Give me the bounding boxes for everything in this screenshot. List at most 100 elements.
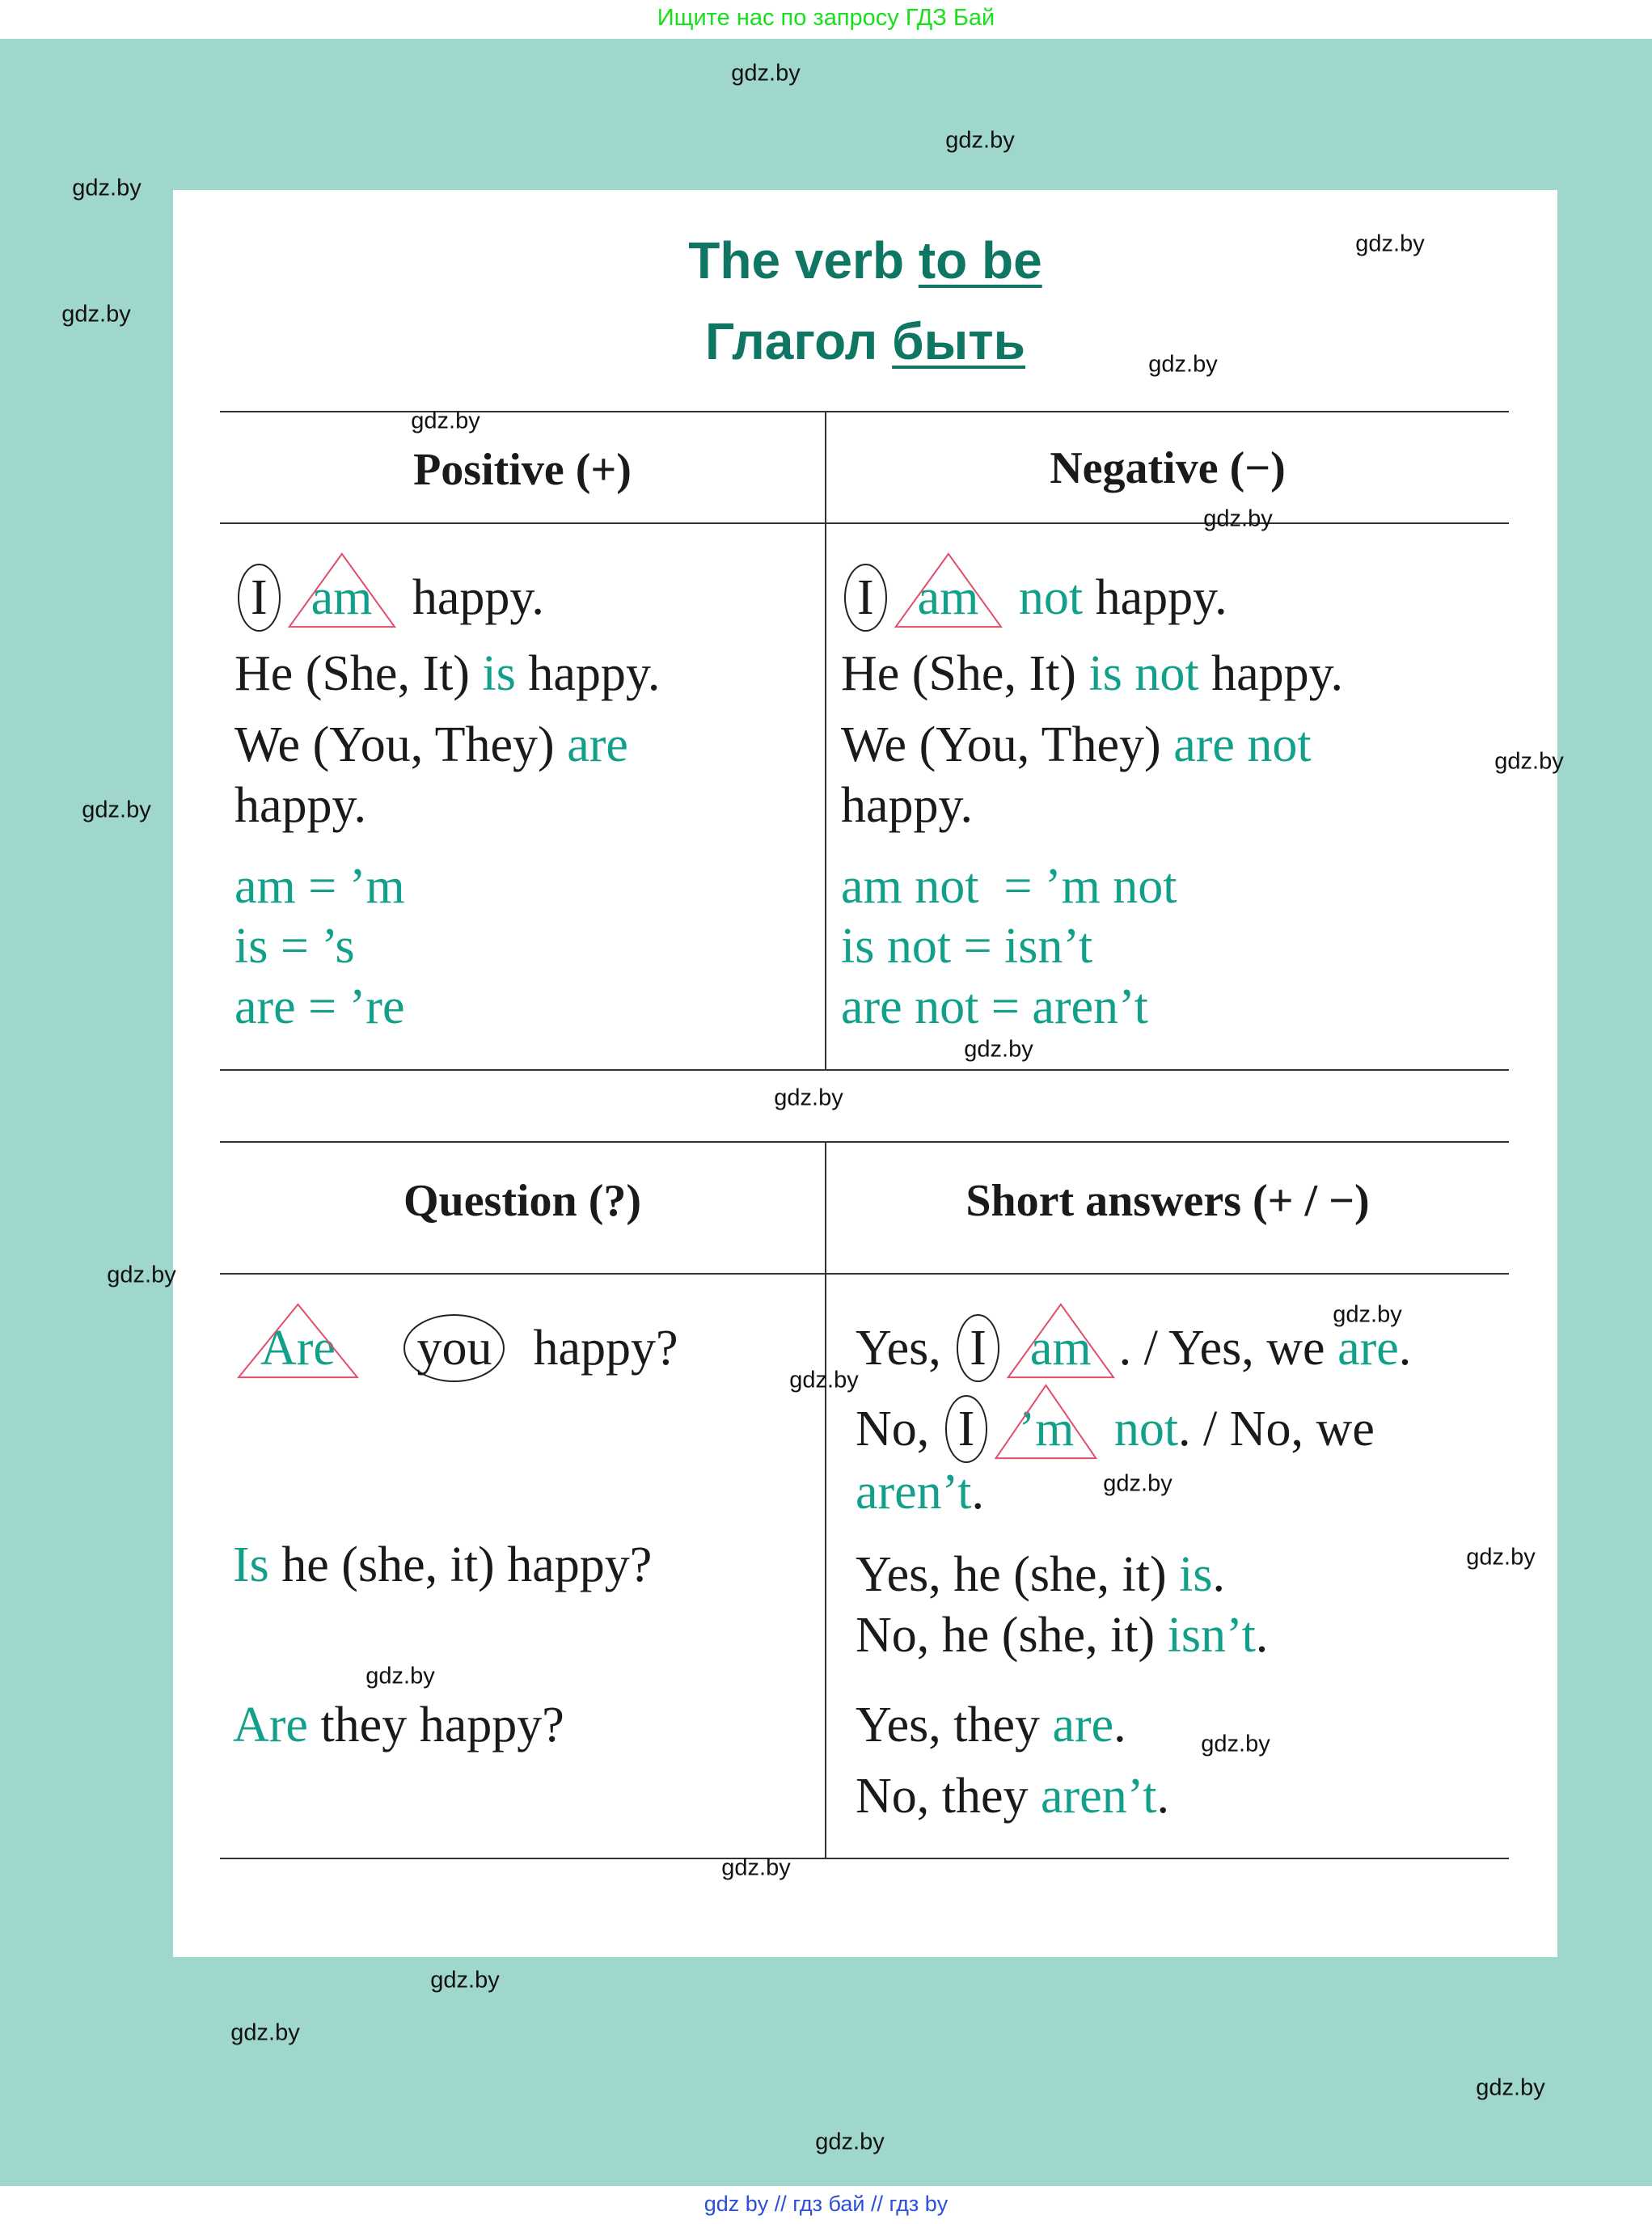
watermark: gdz.by	[1355, 230, 1425, 257]
segment-text: No,	[856, 1402, 942, 1457]
positive-line: happy.	[234, 775, 366, 836]
segment-text: happy.	[234, 778, 366, 833]
triangle-icon	[994, 1384, 1098, 1460]
segment-text: is = ’s	[234, 919, 355, 974]
text: . / No, we	[1178, 1402, 1375, 1457]
segment-text: happy.	[399, 570, 544, 625]
segment-text: Are	[260, 1321, 336, 1376]
verb-form: isn’t	[1168, 1608, 1256, 1663]
watermark: gdz.by	[1203, 505, 1273, 532]
segment-text: He (She, It)	[234, 646, 483, 701]
segment-text: is	[1179, 1547, 1213, 1602]
negative-line: We (You, They) are not	[841, 714, 1312, 776]
segment-text: are	[567, 717, 628, 772]
text	[363, 1321, 401, 1376]
text: He (She, It)	[841, 646, 1088, 701]
watermark: gdz.by	[1148, 351, 1218, 378]
segment-text: you	[416, 1321, 492, 1376]
triangled-verb: ’m	[994, 1398, 1098, 1460]
verb-form: not	[1101, 1402, 1178, 1457]
segment-text: happy.	[1198, 646, 1344, 701]
segment-text: happy?	[508, 1321, 678, 1376]
title-english: The verb to be	[173, 230, 1557, 290]
text: .	[1113, 1698, 1126, 1753]
verb-form: is not	[1088, 646, 1198, 701]
triangle-icon	[287, 552, 397, 628]
text: happy.	[1198, 646, 1344, 701]
watermark: gdz.by	[731, 60, 801, 87]
question-line: Are you happy?	[233, 1314, 678, 1382]
text: .	[1256, 1608, 1269, 1663]
negative-line: He (She, It) is not happy.	[841, 643, 1343, 704]
title-russian: Глагол быть	[173, 311, 1557, 371]
segment-text: We (You, They)	[841, 717, 1174, 772]
watermark: gdz.by	[789, 1367, 859, 1393]
short-answers-line: No, they aren’t.	[856, 1765, 1169, 1827]
circled-subject: I	[957, 1314, 999, 1382]
segment-text: He (She, It)	[841, 646, 1089, 701]
segment-text: . / No, we	[1178, 1402, 1375, 1457]
watermark: gdz.by	[82, 797, 151, 823]
segment-text: are	[1052, 1698, 1114, 1753]
text: Yes,	[856, 1321, 953, 1376]
segment-text: No, he (she, it)	[856, 1608, 1168, 1663]
verb-form: Is	[233, 1537, 269, 1592]
watermark: gdz.by	[230, 2019, 300, 2046]
short-answers-line: aren’t.	[856, 1461, 984, 1523]
segment-text: is	[482, 646, 516, 701]
segment-text: Is	[233, 1537, 269, 1592]
positive-line: is = ’s	[234, 915, 355, 977]
header-question: Question (?)	[403, 1176, 641, 1226]
divider	[220, 522, 1509, 524]
text: No,	[856, 1402, 942, 1457]
verb-form: Are	[233, 1698, 308, 1753]
watermark: gdz.by	[721, 1854, 791, 1881]
text: No, he (she, it)	[856, 1608, 1168, 1663]
triangled-verb: am	[1006, 1317, 1116, 1379]
top-banner-text: Ищите нас по запросу ГДЗ Бай	[657, 5, 995, 31]
watermark: gdz.by	[1103, 1470, 1172, 1497]
watermark: gdz.by	[365, 1663, 435, 1689]
segment-text: I	[251, 570, 268, 625]
text: Yes, he (she, it)	[856, 1547, 1179, 1602]
positive-line: We (You, They) are	[234, 714, 628, 776]
triangle-icon	[1006, 1303, 1116, 1379]
verb-form: not	[1006, 570, 1083, 625]
segment-text: I	[857, 570, 874, 625]
segment-text: are not = aren’t	[841, 979, 1148, 1034]
triangle-icon	[894, 552, 1003, 628]
title-text: The verb	[688, 231, 919, 290]
segment-text: Are	[233, 1698, 308, 1753]
watermark: gdz.by	[1466, 1544, 1536, 1571]
divider	[220, 1858, 1509, 1859]
text: .	[1399, 1321, 1412, 1376]
divider	[220, 411, 1509, 412]
text: .	[1156, 1769, 1169, 1824]
verb-form: are	[567, 717, 628, 772]
segment-text: I	[957, 1402, 975, 1457]
segment-text: am not = ’m not	[841, 859, 1177, 914]
segment-text: .	[1156, 1769, 1169, 1824]
watermark: gdz.by	[1494, 748, 1564, 775]
column-divider	[825, 411, 826, 1071]
segment-text: happy.	[1083, 570, 1227, 625]
watermark: gdz.by	[1333, 1301, 1402, 1328]
divider	[220, 1273, 1509, 1275]
text: happy?	[508, 1321, 678, 1376]
segment-text: not	[1101, 1402, 1179, 1457]
text: . / Yes, we	[1119, 1321, 1337, 1376]
short-answers-line: Yes, they are.	[856, 1694, 1126, 1756]
verb-form: are = ’re	[234, 979, 404, 1034]
segment-text: am	[311, 570, 373, 625]
grammar-card: The verb to be Глагол быть	[173, 190, 1557, 1957]
segment-text: .	[1113, 1698, 1126, 1753]
text: .	[1212, 1547, 1225, 1602]
text: he (she, it) happy?	[269, 1537, 652, 1592]
divider	[220, 1069, 1509, 1071]
text: happy.	[234, 778, 366, 833]
bottom-banner: gdz by // гдз бай // гдз by	[0, 2186, 1652, 2224]
text: happy.	[399, 570, 544, 625]
circled-subject: I	[844, 564, 887, 632]
triangled-verb: am	[287, 567, 397, 628]
